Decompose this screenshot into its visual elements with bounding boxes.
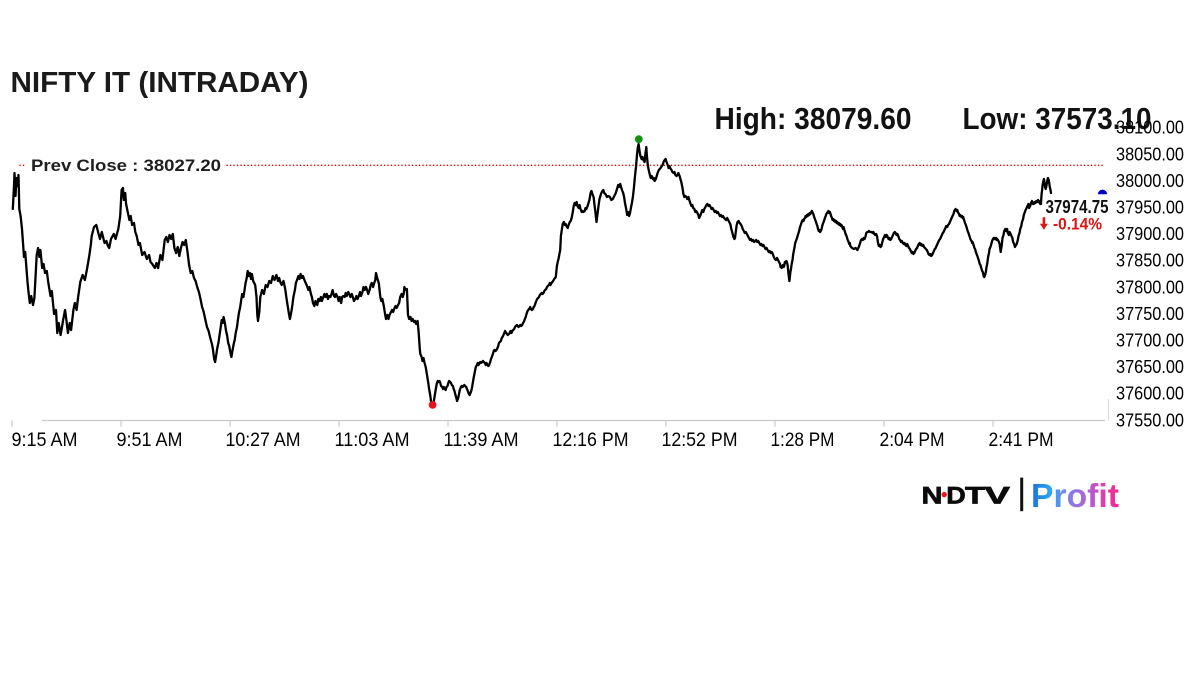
svg-text:2:04 PM: 2:04 PM — [880, 430, 945, 451]
svg-text:D: D — [946, 483, 966, 510]
svg-text:37750.00: 37750.00 — [1116, 303, 1184, 324]
svg-text:Prev Close : 38027.20: Prev Close : 38027.20 — [31, 156, 221, 175]
svg-text:T: T — [965, 483, 985, 510]
svg-text:37950.00: 37950.00 — [1116, 197, 1184, 218]
svg-text:37700.00: 37700.00 — [1116, 330, 1184, 351]
svg-text:38050.00: 38050.00 — [1116, 143, 1184, 164]
svg-text:V: V — [985, 483, 1012, 510]
svg-text:9:51 AM: 9:51 AM — [117, 430, 183, 451]
svg-text:Low: 37573.10: Low: 37573.10 — [963, 101, 1152, 136]
svg-text:10:27 AM: 10:27 AM — [226, 430, 301, 451]
svg-text:11:03 AM: 11:03 AM — [335, 430, 410, 451]
svg-text:-0.14%: -0.14% — [1053, 215, 1102, 234]
svg-text:37850.00: 37850.00 — [1116, 250, 1184, 271]
svg-text:38100.00: 38100.00 — [1116, 117, 1184, 138]
svg-text:High: 38079.60: High: 38079.60 — [715, 101, 912, 136]
svg-text:12:52 PM: 12:52 PM — [662, 430, 738, 451]
svg-text:37550.00: 37550.00 — [1116, 409, 1184, 430]
svg-text:9:15 AM: 9:15 AM — [12, 430, 78, 451]
svg-text:N: N — [922, 483, 943, 510]
svg-text:38000.00: 38000.00 — [1116, 170, 1184, 191]
svg-text:37650.00: 37650.00 — [1116, 356, 1184, 377]
svg-text:1:28 PM: 1:28 PM — [771, 430, 835, 451]
svg-text:12:16 PM: 12:16 PM — [553, 430, 629, 451]
svg-text:2:41 PM: 2:41 PM — [989, 430, 1054, 451]
svg-text:37800.00: 37800.00 — [1116, 276, 1184, 297]
svg-text:37900.00: 37900.00 — [1116, 223, 1184, 244]
svg-text:37600.00: 37600.00 — [1116, 383, 1184, 404]
svg-text:Profit: Profit — [1031, 477, 1119, 514]
svg-text:NIFTY IT (INTRADAY): NIFTY IT (INTRADAY) — [11, 67, 309, 99]
svg-text:11:39 AM: 11:39 AM — [444, 430, 519, 451]
svg-text:37974.75: 37974.75 — [1046, 196, 1109, 217]
